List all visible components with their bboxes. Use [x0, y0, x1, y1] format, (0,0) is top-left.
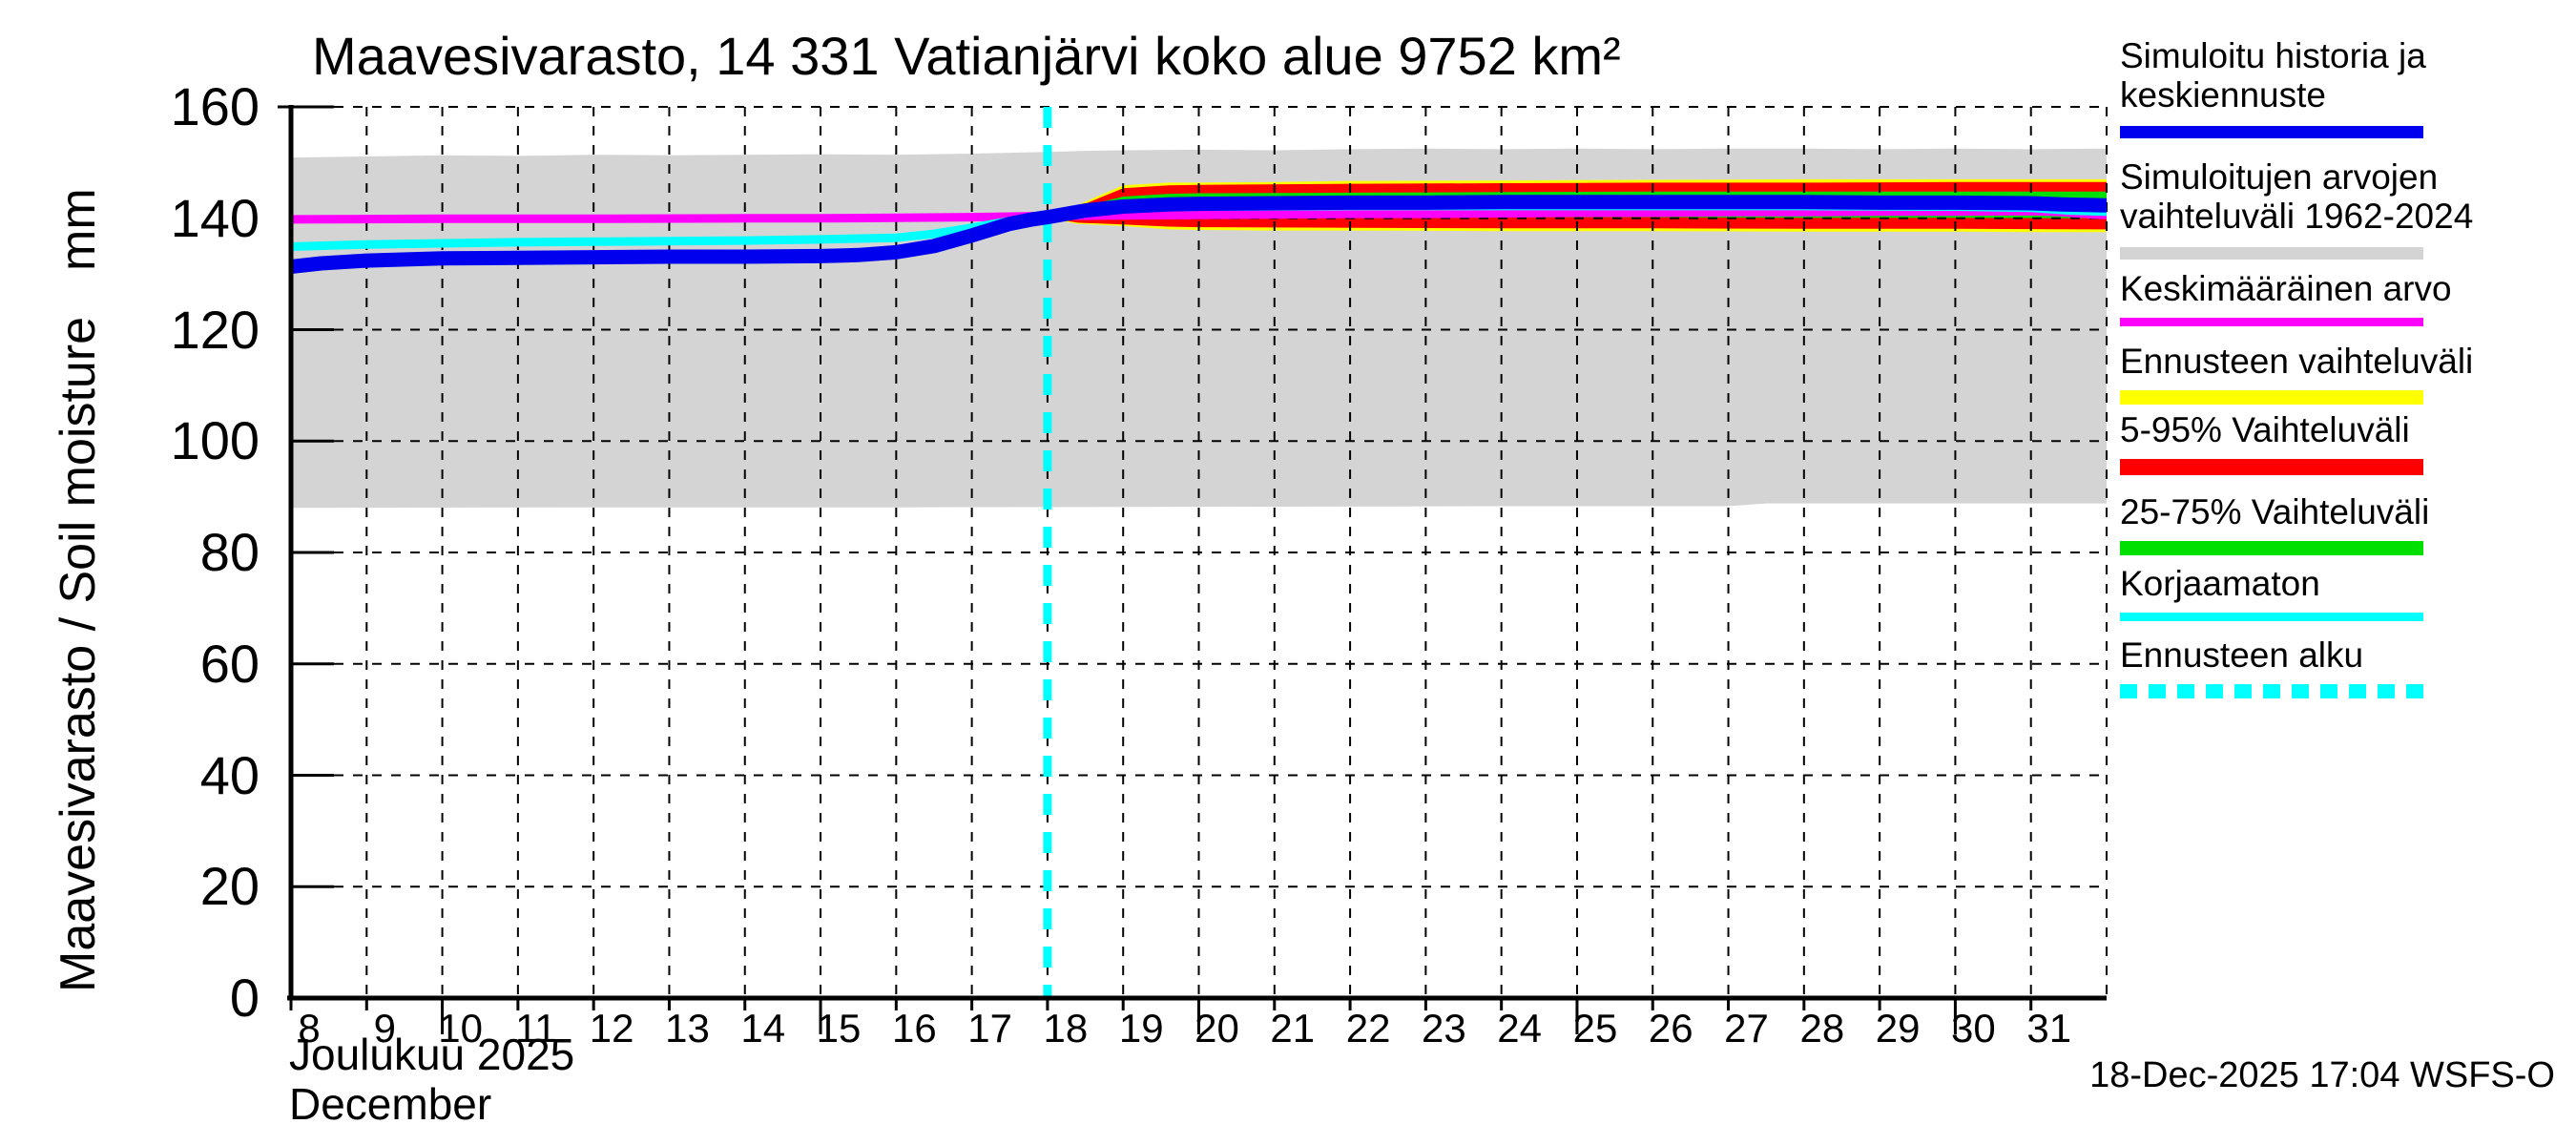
x-tick-label-19: 19	[1118, 1006, 1164, 1051]
x-tick-label-26: 26	[1648, 1006, 1693, 1051]
x-tick-label-17: 17	[967, 1006, 1012, 1051]
legend-item-label: 5-95% Vaihteluväli	[2120, 410, 2410, 449]
x-tick-label-29: 29	[1875, 1006, 1921, 1051]
y-tick-label-20: 20	[199, 856, 260, 917]
legend-swatch-bar	[2120, 541, 2423, 555]
legend-item-4: 5-95% Vaihteluväli	[2120, 410, 2568, 475]
y-tick-label-40: 40	[199, 744, 260, 805]
timestamp: 18-Dec-2025 17:04 WSFS-O	[2089, 1055, 2555, 1095]
chart-title: Maavesivarasto, 14 331 Vatianjärvi koko …	[312, 26, 1621, 86]
legend-item-label: Ennusteen alku	[2120, 635, 2364, 675]
x-tick-label-25: 25	[1572, 1006, 1618, 1051]
x-tick-label-8: 8	[298, 1006, 321, 1051]
y-tick-label-140: 140	[170, 187, 260, 248]
x-tick-label-13: 13	[665, 1006, 710, 1051]
x-tick-label-10: 10	[438, 1006, 483, 1051]
legend-swatch-bar	[2120, 459, 2423, 475]
x-tick-label-14: 14	[740, 1006, 786, 1051]
legend-item-label: Simuloitujen arvojen vaihteluväli 1962-2…	[2120, 157, 2474, 236]
y-tick-label-100: 100	[170, 410, 260, 471]
y-tick-label-0: 0	[229, 968, 260, 1028]
x-tick-label-20: 20	[1195, 1006, 1239, 1051]
x-tick-label-18: 18	[1043, 1006, 1089, 1051]
month-label-finnish: Joulukuu 2025	[289, 1030, 575, 1079]
legend-item-label: Korjaamaton	[2120, 564, 2320, 603]
legend-item-label: 25-75% Vaihteluväli	[2120, 492, 2430, 531]
legend-swatch-bar	[2120, 390, 2423, 405]
x-tick-label-15: 15	[816, 1006, 862, 1051]
x-tick-label-9: 9	[373, 1006, 396, 1051]
x-tick-label-21: 21	[1270, 1006, 1316, 1051]
y-tick-label-60: 60	[199, 633, 260, 694]
legend: Simuloitu historia ja keskiennuste Simulo…	[2120, 0, 2568, 1145]
x-tick-label-22: 22	[1345, 1006, 1391, 1051]
x-tick-label-16: 16	[891, 1006, 937, 1051]
legend-item-0: Simuloitu historia ja keskiennuste	[2120, 36, 2568, 138]
legend-item-label: Ennusteen vaihteluväli	[2120, 342, 2474, 381]
y-tick-label-160: 160	[170, 76, 260, 136]
legend-swatch-dashed	[2120, 684, 2423, 698]
y-tick-label-120: 120	[170, 299, 260, 360]
x-tick-label-11: 11	[515, 1006, 557, 1051]
x-tick-label-30: 30	[1951, 1006, 1996, 1051]
legend-item-7: Ennusteen alku	[2120, 635, 2568, 698]
legend-swatch-bar	[2120, 613, 2423, 621]
legend-item-2: Keskimääräinen arvo	[2120, 269, 2568, 326]
legend-item-6: Korjaamaton	[2120, 564, 2568, 621]
month-label-english: December	[289, 1079, 492, 1129]
x-tick-label-24: 24	[1497, 1006, 1543, 1051]
x-tick-label-31: 31	[2026, 1006, 2072, 1051]
x-tick-label-28: 28	[1799, 1006, 1845, 1051]
legend-item-1: Simuloitujen arvojen vaihteluväli 1962-2…	[2120, 157, 2568, 260]
legend-swatch-bar	[2120, 247, 2423, 260]
legend-item-3: Ennusteen vaihteluväli	[2120, 342, 2568, 405]
series-line-0	[290, 206, 2108, 224]
legend-item-label: Simuloitu historia ja keskiennuste	[2120, 36, 2426, 114]
legend-item-5: 25-75% Vaihteluväli	[2120, 492, 2568, 555]
x-tick-label-27: 27	[1724, 1006, 1769, 1051]
x-tick-label-23: 23	[1422, 1006, 1466, 1051]
y-tick-label-80: 80	[199, 522, 260, 582]
legend-swatch-bar	[2120, 126, 2423, 138]
legend-item-label: Keskimääräinen arvo	[2120, 269, 2452, 308]
x-tick-label-12: 12	[589, 1006, 634, 1051]
legend-swatch-bar	[2120, 318, 2423, 326]
series-line-2	[290, 195, 2108, 274]
